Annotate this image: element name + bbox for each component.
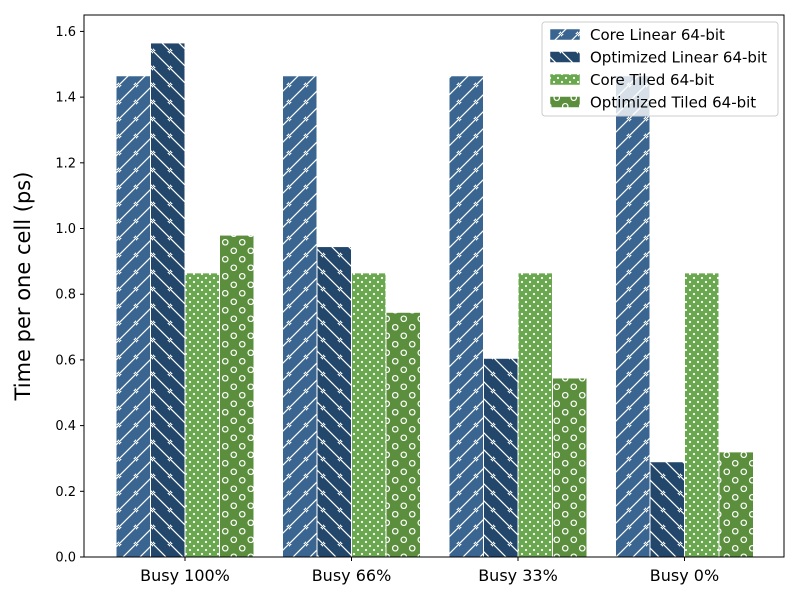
y-tick-label: 1.2 [55, 156, 76, 171]
bar-3-3 [517, 272, 553, 558]
y-tick-label: 1.0 [55, 222, 76, 237]
bar-2-1 [150, 42, 186, 558]
bar-4-2 [385, 311, 421, 558]
y-axis: 0.0 0.2 0.4 0.6 0.8 1.0 1.2 1.4 1.6 [55, 25, 84, 566]
legend-swatch-4 [549, 96, 581, 108]
legend-label-4: Optimized Tiled 64-bit [590, 94, 756, 112]
x-tick-label: Busy 33% [478, 566, 558, 585]
legend-label-3: Core Tiled 64-bit [590, 71, 714, 89]
legend-swatch-2 [549, 51, 581, 63]
plot-frame [83, 14, 785, 558]
bar-1-4 [615, 75, 651, 558]
bar-2-3 [483, 357, 519, 558]
y-tick-label: 1.4 [55, 91, 76, 106]
y-axis-label: Time per one cell (ps) [11, 172, 35, 402]
bar-4-1 [219, 234, 255, 558]
legend-swatch-3 [549, 73, 581, 86]
bars-group [115, 42, 754, 558]
y-tick-label: 0.2 [55, 485, 76, 500]
x-tick-label: Busy 100% [140, 566, 230, 585]
bar-3-1 [184, 272, 220, 558]
bar-4-4 [718, 451, 754, 558]
y-tick-label: 1.6 [55, 25, 76, 40]
y-tick-label: 0.8 [55, 288, 76, 303]
bar-3-2 [351, 272, 387, 558]
bar-1-2 [282, 75, 318, 558]
legend-label-2: Optimized Linear 64-bit [590, 49, 767, 67]
x-tick-label: Busy 66% [312, 566, 392, 585]
bar-1-3 [448, 75, 484, 558]
bar-3-4 [684, 272, 720, 558]
bar-2-2 [316, 246, 352, 558]
legend: Core Linear 64-bit Optimized Linear 64-bi… [541, 21, 779, 117]
y-tick-label: 0.4 [55, 419, 76, 434]
x-axis: Busy 100% Busy 66% Busy 33% Busy 0% [140, 557, 719, 585]
y-tick-label: 0.6 [55, 353, 76, 368]
bar-4-3 [552, 377, 588, 558]
bar-2-4 [649, 461, 685, 558]
legend-label-1: Core Linear 64-bit [590, 26, 725, 44]
legend-swatch-1 [549, 28, 581, 41]
y-tick-label: 0.0 [55, 551, 76, 566]
legend-box [541, 21, 779, 117]
bar-1-1 [115, 75, 151, 558]
x-tick-label: Busy 0% [650, 566, 719, 585]
